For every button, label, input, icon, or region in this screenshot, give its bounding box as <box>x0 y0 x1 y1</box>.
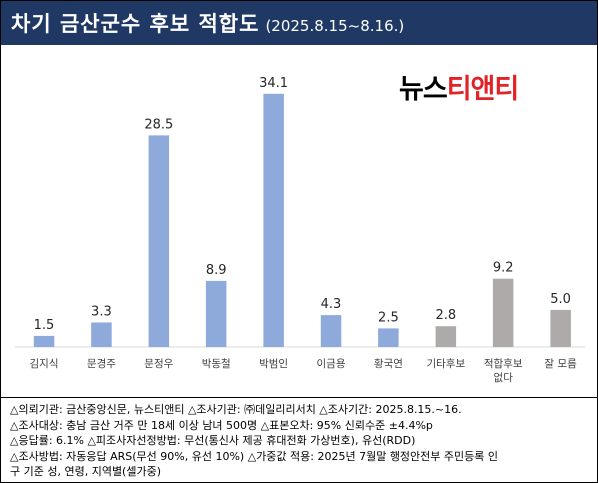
chart-title: 차기 금산군수 후보 적합도 (2025.8.15~8.16.) <box>11 8 404 38</box>
category-label-2: 문정우 <box>144 358 173 370</box>
chart-subtitle: (2025.8.15~8.16.) <box>265 17 405 35</box>
data-label-8: 9.2 <box>493 261 514 276</box>
data-label-4: 34.1 <box>259 76 288 91</box>
category-label-3: 박동철 <box>202 358 231 370</box>
note-line-3: △응답률: 6.1% △피조사자선정방법: 무선(통신사 제공 휴대전화 가상번… <box>10 434 416 447</box>
data-label-1: 3.3 <box>91 305 112 320</box>
bar-chart: 1.5 김지식 3.3 문경주 28.5 문정우 8.9 박동철 34.1 박범인 4.3 이금용 2.… <box>15 76 585 384</box>
data-label-9: 5.0 <box>550 292 571 307</box>
bar-6 <box>378 328 399 347</box>
category-label-7: 기타후보 <box>426 358 465 370</box>
data-label-5: 4.3 <box>321 297 342 312</box>
logo-part-news: 뉴스 <box>399 74 448 105</box>
category-label-4: 박범인 <box>259 358 288 370</box>
bar-7 <box>435 326 457 347</box>
data-label-3: 8.9 <box>206 263 227 278</box>
survey-notes: △의뢰기관: 금산중앙신문, 뉴스티앤티 △조사기관: ㈜데일리리서치 △조사기… <box>1 397 597 482</box>
category-label-6: 황국연 <box>374 358 403 370</box>
title-banner: 차기 금산군수 후보 적합도 (2025.8.15~8.16.) <box>1 1 597 45</box>
bar-1 <box>91 322 112 347</box>
category-label-9: 잘 모름 <box>544 358 577 370</box>
bar-8 <box>492 278 514 347</box>
data-label-7: 2.8 <box>435 308 456 323</box>
title-text: 차기 금산군수 후보 적합도 <box>11 12 260 36</box>
bar-4 <box>263 93 284 347</box>
bar-9 <box>550 309 571 347</box>
category-label-1: 문경주 <box>87 357 116 370</box>
category-label-5: 이금용 <box>317 358 346 370</box>
note-line-4: △조사방법: 자동응답 ARS(무선 90%, 유선 10%) △가중값 적용:… <box>10 449 499 463</box>
news-logo: 뉴스티앤티 <box>399 67 520 106</box>
data-label-6: 2.5 <box>378 310 399 325</box>
category-label-0: 김지식 <box>30 358 59 370</box>
data-label-2: 28.5 <box>144 117 173 132</box>
bar-3 <box>205 280 227 347</box>
bar-0 <box>33 335 55 347</box>
category-label-8: 적합후보 <box>484 358 523 370</box>
data-label-0: 1.5 <box>34 318 55 333</box>
category-label-8-line-1: 없다 <box>494 371 514 384</box>
bar-5 <box>320 315 342 347</box>
note-line-2: △조사대상: 충남 금산 거주 만 18세 이상 남녀 500명 △표본오차: … <box>10 418 433 432</box>
logo-part-tnt: 티앤티 <box>446 74 520 105</box>
note-line-1: △의뢰기관: 금산중앙신문, 뉴스티앤티 △조사기관: ㈜데일리리서치 △조사기… <box>10 403 462 416</box>
bar-2 <box>148 135 170 347</box>
note-line-5: 구 기준 성, 연령, 지역별(셀가중) <box>10 465 162 478</box>
